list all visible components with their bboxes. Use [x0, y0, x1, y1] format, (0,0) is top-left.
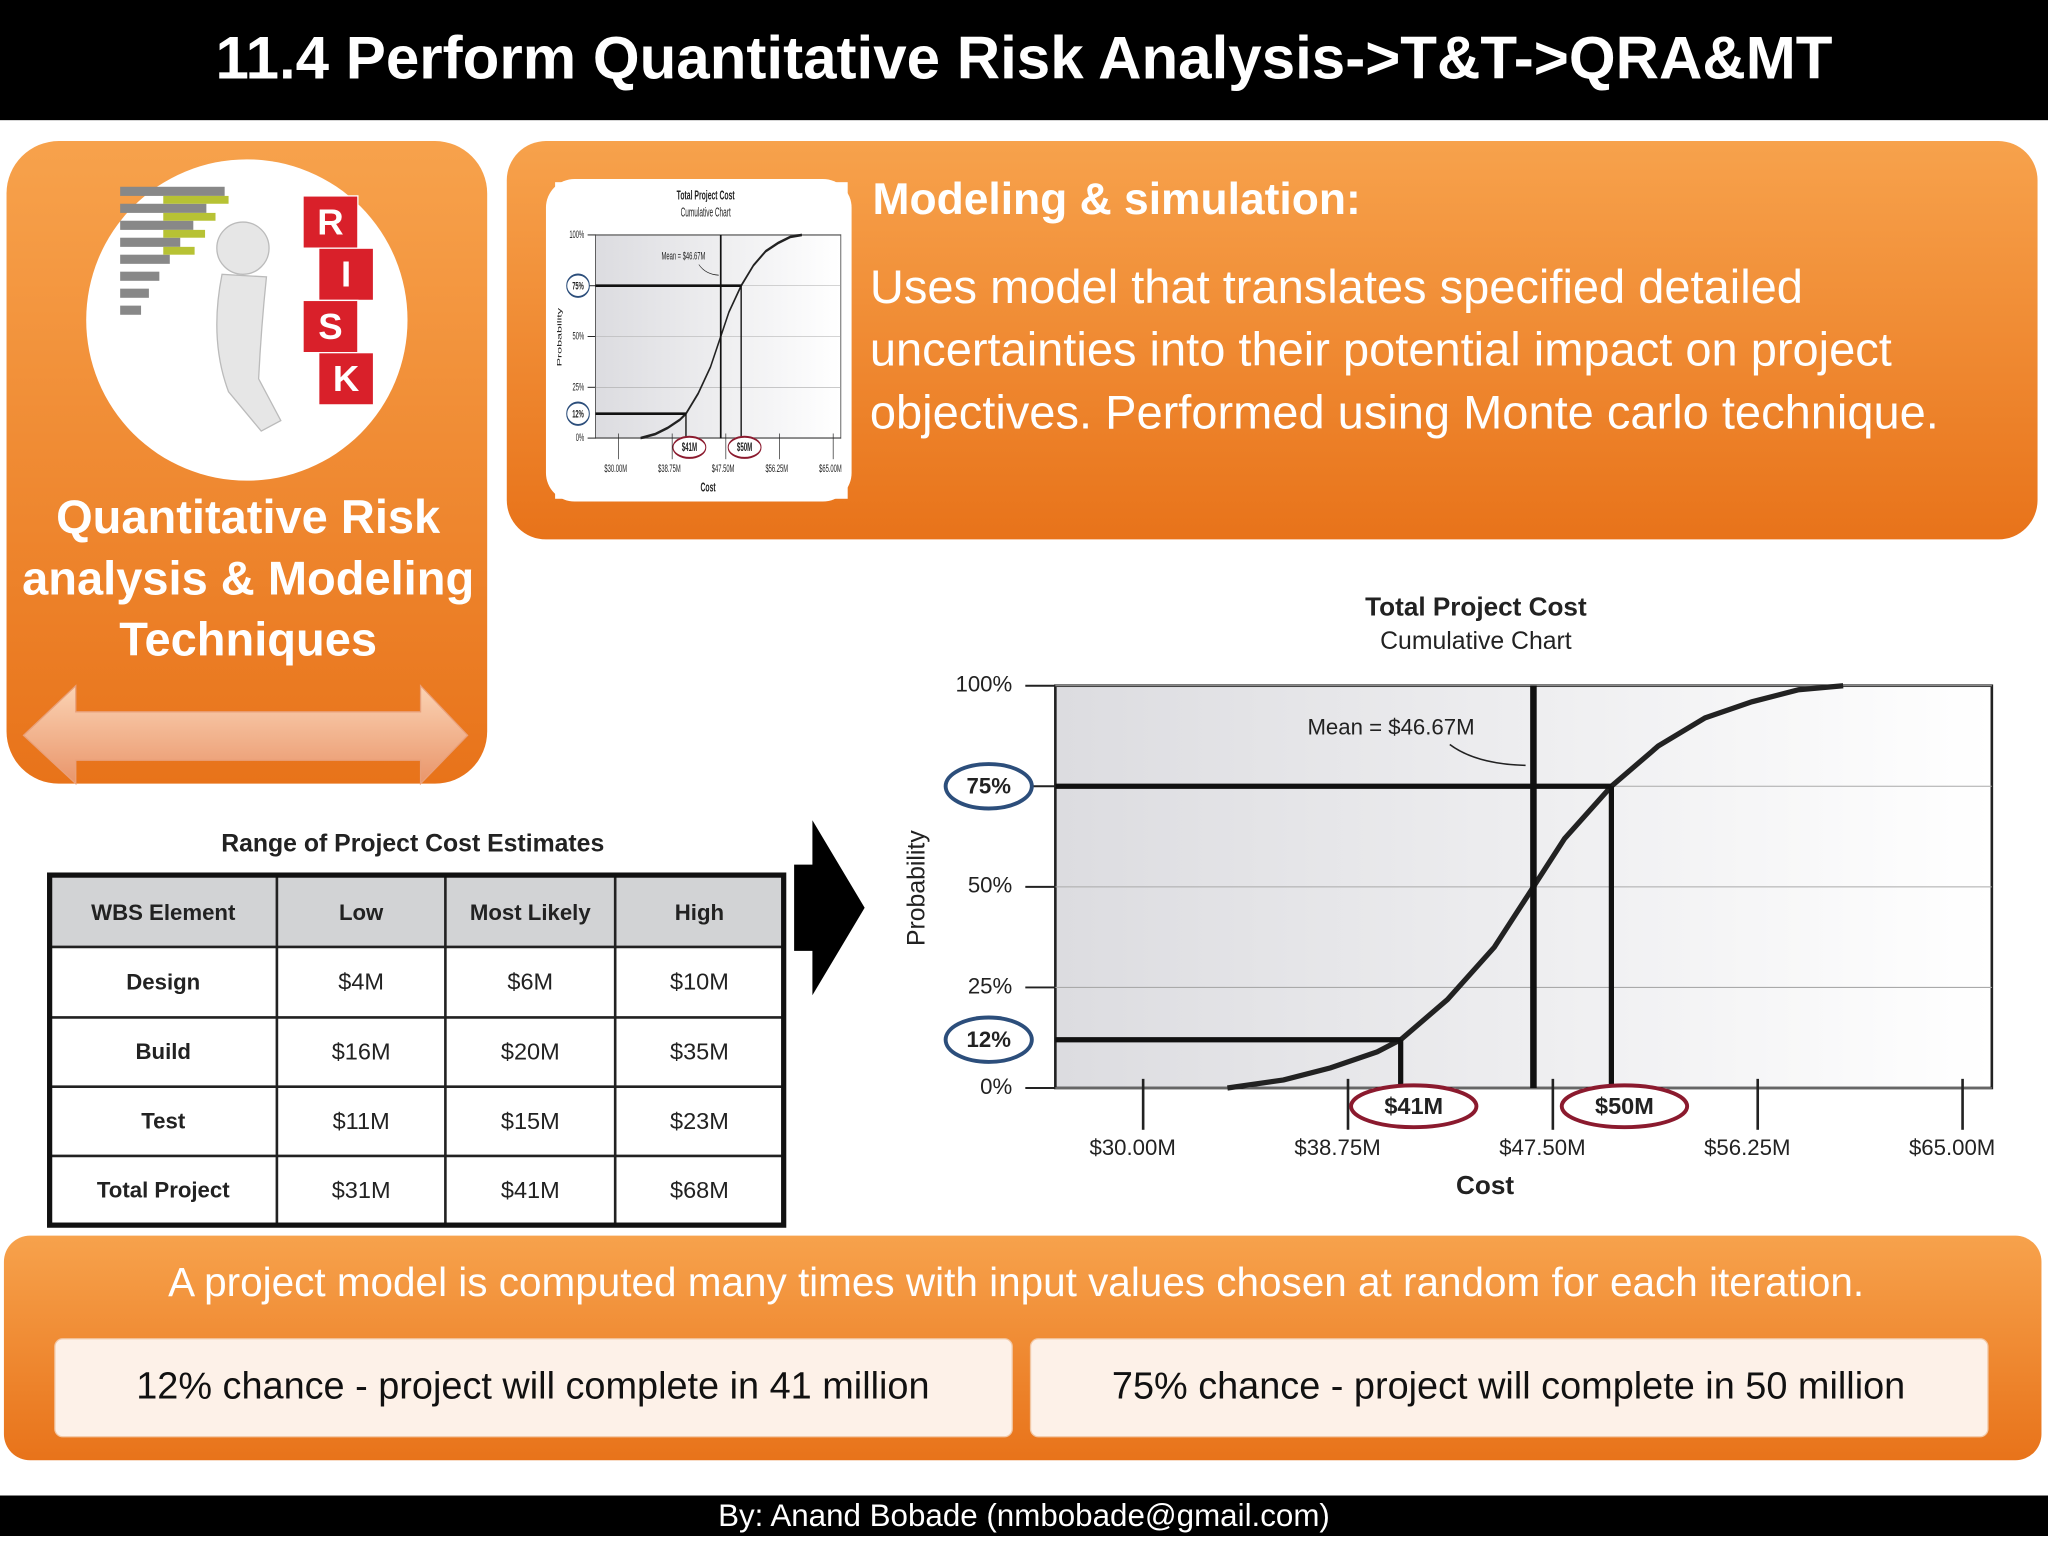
chart-thumbnail	[553, 180, 850, 501]
modeling-box	[506, 141, 2038, 540]
header-bar	[0, 0, 2048, 121]
modeling-heading: Modeling & simulation:	[872, 175, 1360, 224]
mean-label: Mean = $46.67M	[1307, 715, 1474, 740]
column-header: Most Likely	[470, 900, 591, 925]
risk-letter: K	[333, 358, 360, 399]
summary-text: A project model is computed many times w…	[168, 1259, 1864, 1305]
summary-box	[54, 1338, 1013, 1438]
x-axis-label: Cost	[1456, 1170, 1514, 1200]
table-cell: $10M	[670, 969, 729, 995]
table-cell: $35M	[670, 1039, 729, 1065]
y-axis-label: Probability	[904, 830, 931, 946]
row-header: Total Project	[97, 1178, 230, 1203]
x-tick-label: $47.50M	[1499, 1135, 1585, 1160]
x-marker-circle	[1559, 1083, 1690, 1130]
mean-pointer	[1449, 743, 1526, 767]
modeling-text: Uses model that translates specified det…	[869, 259, 1939, 439]
risk-letter: R	[317, 201, 343, 242]
page-title: 11.4 Perform Quantitative Risk Analysis-…	[215, 25, 1832, 92]
risk-cube	[302, 299, 359, 354]
table-cell: $41M	[501, 1177, 560, 1203]
y-marker-label: 12%	[967, 1027, 1012, 1052]
y-tick-label: 0%	[980, 1074, 1012, 1099]
x-marker-circle	[1349, 1083, 1479, 1130]
chart-subtitle: Cumulative Chart	[1380, 628, 1572, 655]
row-header: Test	[141, 1108, 186, 1133]
footer-text: By: Anand Bobade (nmbobade@gmail.com)	[718, 1498, 1330, 1533]
y-marker-circle	[943, 1015, 1034, 1064]
column-header: WBS Element	[91, 900, 236, 925]
modeling-text-box: Uses model that translates specified det…	[869, 259, 1939, 439]
table-cell: $4M	[338, 969, 384, 995]
column-header: High	[675, 900, 724, 925]
x-marker-label: $50M	[1595, 1093, 1654, 1119]
table-cell: $6M	[507, 969, 553, 995]
risk-cube	[302, 195, 359, 249]
risk-cube	[318, 352, 375, 406]
risk-cube	[318, 247, 375, 302]
table-cell: $31M	[332, 1177, 391, 1203]
x-marker-label: $41M	[1384, 1093, 1443, 1119]
row-header: Build	[136, 1039, 191, 1064]
table-cell: $11M	[333, 1108, 390, 1134]
cost-table: Range of Project Cost Estimates WBS Eleme…	[47, 831, 787, 1228]
table-cell: $16M	[332, 1039, 391, 1065]
table-border	[47, 872, 787, 1228]
x-tick-label: $30.00M	[1090, 1135, 1176, 1160]
y-marker-label: 75%	[967, 773, 1012, 798]
y-tick-label: 100%	[955, 672, 1012, 697]
double-arrow	[22, 684, 469, 786]
side-text-box: Quantitative Risk analysis & Modeling Te…	[22, 489, 475, 667]
row-header: Design	[126, 969, 200, 994]
x-tick-label: $38.75M	[1294, 1135, 1380, 1160]
table-cell: $15M	[501, 1108, 560, 1134]
table-cell: $68M	[670, 1177, 729, 1203]
summary-box	[1029, 1338, 1989, 1438]
summary-box-text: 75% chance - project will complete in 50…	[1112, 1365, 1905, 1407]
risk-letter: S	[318, 306, 342, 347]
summary-box-text: 12% chance - project will complete in 41…	[136, 1365, 929, 1407]
y-tick-label: 50%	[968, 873, 1012, 898]
table-header-bg	[49, 875, 784, 947]
x-tick-label: $65.00M	[1909, 1135, 1995, 1160]
table-cell: $23M	[670, 1108, 729, 1134]
table-title: Range of Project Cost Estimates	[221, 831, 604, 858]
column-header: Low	[339, 900, 384, 925]
chart-title: Total Project Cost	[1365, 592, 1587, 622]
risk-letter: I	[341, 254, 351, 295]
x-tick-label: $56.25M	[1704, 1135, 1790, 1160]
table-cell: $20M	[501, 1039, 560, 1065]
cost-chart: Total Project Cost Cumulative Chart 0% 25% 5…	[901, 581, 2018, 1209]
y-tick-label: 25%	[968, 973, 1012, 998]
flow-arrow	[794, 820, 865, 996]
side-title: Quantitative Risk analysis & Modeling Te…	[22, 489, 475, 667]
footer-bar	[0, 1495, 2048, 1536]
y-marker-circle	[943, 762, 1034, 811]
